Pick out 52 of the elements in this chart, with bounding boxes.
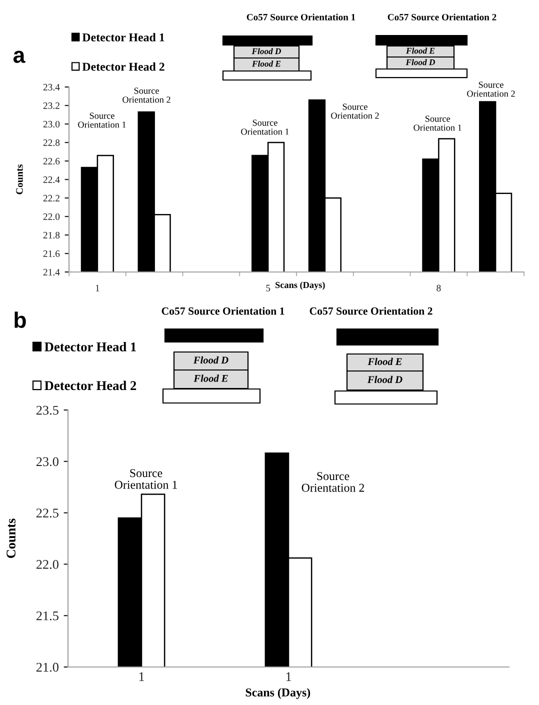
legend-label: Detector Head 2	[82, 62, 164, 71]
y-tick-label: 22.2	[43, 194, 60, 202]
text: Flood E	[368, 358, 402, 366]
x-axis-title: Scans (Days)	[246, 688, 310, 699]
text: Flood E	[252, 60, 281, 67]
y-tick-label: 22.0	[43, 213, 60, 220]
text: Flood D	[193, 356, 228, 364]
annotation: Source Orientation 1	[241, 120, 289, 135]
y-tick-label: 23.0	[36, 457, 58, 466]
text: Flood D	[252, 48, 282, 54]
text: Co57 Source Orientation 1	[162, 307, 284, 315]
text: Co57 Source Orientation 1	[246, 14, 356, 20]
y-tick-label: 22.4	[43, 176, 60, 184]
text: Flood E	[406, 48, 435, 54]
y-tick-label: 21.5	[36, 611, 58, 620]
annotation: Source Orientation 1	[414, 116, 462, 131]
text: Co57 Source Orientation 2	[310, 307, 432, 315]
legend-label: Detector Head 2	[44, 380, 136, 390]
annotation: Source Orientation 2	[467, 82, 515, 97]
text: Flood D	[406, 59, 436, 66]
x-tick-label: 1	[286, 672, 292, 682]
text: Flood E	[194, 374, 228, 382]
y-tick-label: 22.8	[43, 139, 60, 146]
legend-label: Detector Head 1	[44, 342, 136, 352]
annotation: Source Orientation 2	[302, 472, 364, 492]
y-tick-label: 21.6	[43, 250, 60, 258]
y-tick-label: 22.0	[36, 560, 58, 569]
x-tick-label: 1	[96, 284, 100, 292]
y-tick-label: 23.5	[36, 406, 58, 415]
y-tick-label: 21.0	[36, 662, 58, 672]
text: Flood D	[367, 376, 402, 384]
text: Co57 Source Orientation 2	[388, 14, 496, 20]
y-tick-label: 22.5	[36, 508, 58, 518]
y-tick-label: 21.4	[43, 268, 60, 276]
y-tick-label: 23.2	[43, 102, 60, 110]
y-axis-title: Counts	[6, 518, 16, 558]
annotation: Source Orientation 1	[114, 469, 177, 489]
x-tick-label: 1	[139, 672, 144, 682]
annotation: Source Orientation 2	[122, 88, 170, 103]
annotation: Source Orientation 1	[78, 112, 126, 128]
annotation: Source Orientation 2	[331, 104, 379, 119]
chart-title: a	[13, 50, 26, 63]
y-axis-title: Counts	[16, 164, 23, 194]
y-tick-label: 22.6	[43, 158, 60, 165]
chart-title: b	[14, 312, 26, 328]
legend-label: Detector Head 1	[82, 33, 164, 42]
x-tick-label: 5	[266, 284, 270, 292]
y-tick-label: 23.4	[43, 84, 60, 91]
x-axis-title: Scans (Days)	[276, 282, 325, 290]
y-tick-label: 21.8	[43, 232, 60, 239]
x-tick-label: 8	[436, 284, 441, 292]
y-tick-label: 23.0	[43, 120, 60, 128]
